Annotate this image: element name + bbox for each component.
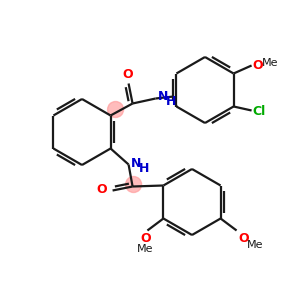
Text: O: O [96,183,106,196]
Text: O: O [238,232,249,245]
Circle shape [108,101,124,118]
Text: N: N [158,90,168,103]
Text: H: H [139,162,149,175]
Text: O: O [122,68,133,82]
Text: Cl: Cl [253,105,266,118]
Text: Me: Me [137,244,154,254]
Text: O: O [253,59,263,72]
Circle shape [126,176,142,193]
Text: Me: Me [247,241,263,250]
Text: Me: Me [262,58,278,68]
Text: O: O [140,232,151,245]
Text: N: N [130,157,141,170]
Text: H: H [166,95,176,108]
